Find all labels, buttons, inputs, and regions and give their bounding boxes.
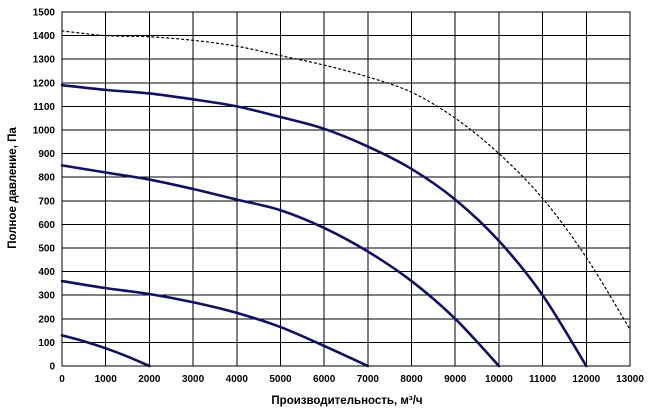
y-tick-label: 900 xyxy=(38,149,55,160)
x-tick-label: 11000 xyxy=(529,374,557,385)
y-tick-label: 1200 xyxy=(33,78,56,89)
x-tick-label: 9000 xyxy=(444,374,467,385)
y-tick-label: 1400 xyxy=(33,31,56,42)
series-line-dotted xyxy=(61,30,631,331)
y-tick-label: 500 xyxy=(38,244,55,255)
y-tick-label: 700 xyxy=(38,196,55,207)
y-tick-label: 800 xyxy=(38,173,55,184)
x-tick-label: 4000 xyxy=(226,374,249,385)
x-tick-label: 3000 xyxy=(182,374,205,385)
y-tick-labels: 0 100 200 300 400 500 600 700 800 900 1000 1100 1200… xyxy=(33,8,56,373)
x-tick-label: 2000 xyxy=(138,374,161,385)
x-tick-label: 6000 xyxy=(313,374,336,385)
series-line-3 xyxy=(60,164,501,368)
x-tick-label: 5000 xyxy=(269,374,292,385)
y-tick-label: 1500 xyxy=(33,8,56,19)
y-axis-title: Полное давление, Па xyxy=(7,127,19,249)
plot-border xyxy=(61,11,631,367)
x-tick-label: 12000 xyxy=(572,374,600,385)
x-tick-label: 13000 xyxy=(616,374,644,385)
x-tick-label: 1000 xyxy=(95,374,118,385)
y-tick-label: 200 xyxy=(38,314,55,325)
y-tick-label: 1000 xyxy=(33,126,56,137)
x-tick-label: 8000 xyxy=(400,374,423,385)
x-axis-title: Производительность, м³/ч xyxy=(271,395,422,407)
y-tick-label: 0 xyxy=(49,362,55,373)
series-line-2 xyxy=(60,279,370,368)
y-tick-label: 400 xyxy=(38,267,55,278)
series-group xyxy=(60,30,631,368)
y-tick-label: 1100 xyxy=(33,102,55,113)
x-tick-labels: 0 1000 2000 3000 4000 5000 6000 7000 8000 9000 100… xyxy=(59,374,644,385)
x-tick-label: 0 xyxy=(59,374,65,385)
x-tick-label: 10000 xyxy=(485,374,513,385)
series-line-4 xyxy=(60,83,588,368)
y-tick-label: 600 xyxy=(38,220,55,231)
y-tick-label: 100 xyxy=(38,338,55,349)
x-tick-label: 7000 xyxy=(357,374,380,385)
y-tick-label: 300 xyxy=(38,291,55,302)
series-line-1 xyxy=(60,334,151,368)
y-tick-label: 1300 xyxy=(33,55,56,66)
